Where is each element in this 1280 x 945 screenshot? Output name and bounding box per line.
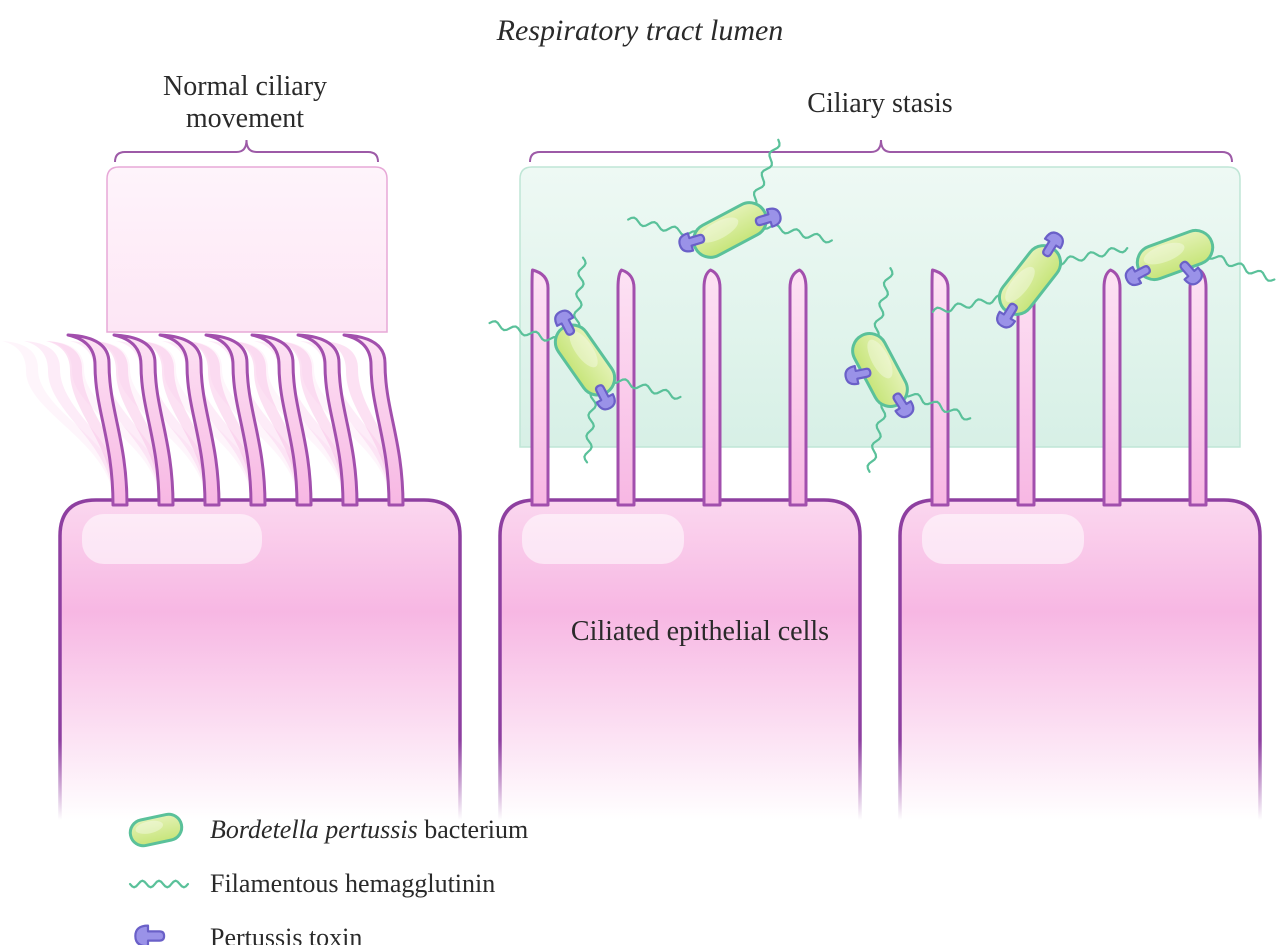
legend-row-1: Filamentous hemagglutinin [130, 869, 495, 898]
label-ciliated-epithelial-cells: Ciliated epithelial cells [571, 616, 829, 647]
pertussis-toxin-icon [135, 926, 164, 945]
legend-row-2: Pertussis toxin [135, 923, 362, 945]
legend-text-2: Pertussis toxin [210, 923, 362, 945]
cell-highlight-0 [82, 514, 262, 564]
cell-highlight-1 [522, 514, 684, 564]
cilium-stasis-1-0 [932, 270, 948, 505]
label-ciliary-stasis: Ciliary stasis [807, 88, 952, 119]
title: Respiratory tract lumen [496, 14, 784, 47]
label-normal-ciliary-line1: Normal ciliary [163, 71, 327, 102]
cilium-stasis-0-0 [532, 270, 548, 505]
legend-text-1: Filamentous hemagglutinin [210, 869, 495, 898]
cilium-stasis-0-3 [790, 270, 806, 505]
legend-fha-icon [130, 881, 188, 888]
legend-toxin-icon [135, 926, 164, 945]
brace-stasis [530, 140, 1232, 162]
cilium-stasis-1-2 [1104, 270, 1120, 505]
cell-highlight-2 [922, 514, 1084, 564]
cilium-stasis-0-2 [704, 270, 720, 505]
legend-text-0: Bordetella pertussis bacterium [210, 815, 528, 844]
legend: Bordetella pertussis bacterium Filamentou… [128, 812, 528, 945]
lumen-panel-normal [107, 167, 387, 332]
label-normal-ciliary-line2: movement [186, 103, 304, 134]
cilium-stasis-1-3 [1190, 270, 1206, 505]
brace-normal [115, 140, 378, 162]
